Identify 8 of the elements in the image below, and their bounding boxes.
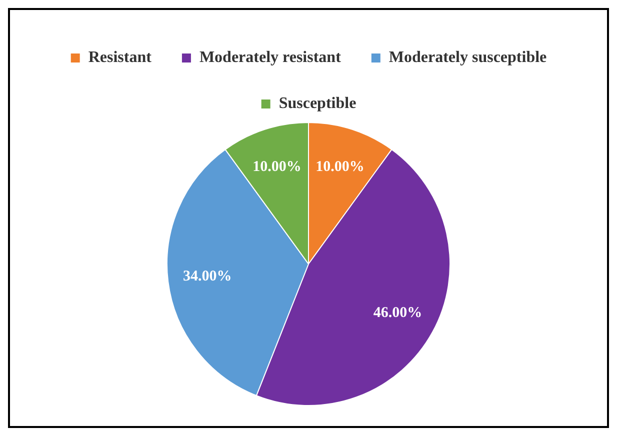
legend-label: Susceptible	[278, 95, 356, 112]
data-label: 46.00%	[373, 304, 422, 321]
data-label: 10.00%	[252, 158, 302, 175]
legend-label: Resistant	[88, 49, 152, 66]
data-label: 34.00%	[183, 268, 232, 285]
legend-label: Moderately resistant	[199, 49, 342, 66]
data-label: 10.00%	[316, 158, 364, 175]
legend-label: Moderately susceptible	[388, 49, 547, 66]
